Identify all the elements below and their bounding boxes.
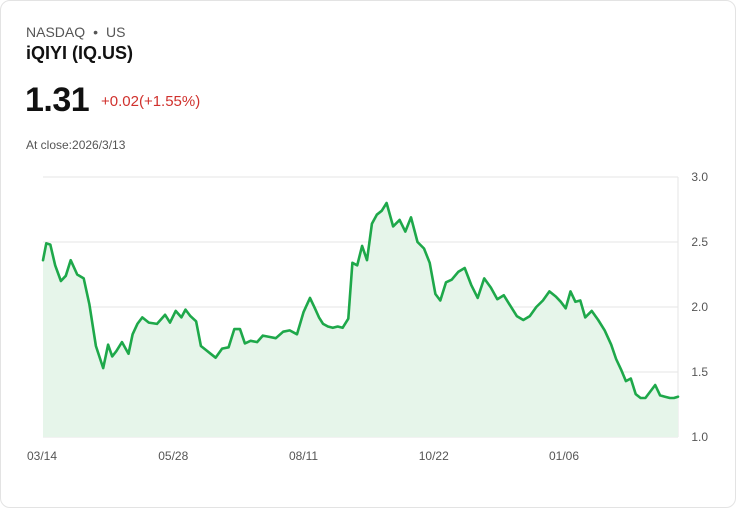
y-tick-label: 2.5 (691, 235, 708, 249)
region-label: US (106, 24, 126, 40)
price-change: +0.02(+1.55%) (101, 93, 201, 110)
price-line-series[interactable] (41, 201, 680, 400)
price-area-fill (43, 203, 678, 437)
y-axis-labels: 3.0 2.5 2.0 1.5 1.0 (691, 170, 708, 444)
x-axis-labels: 03/14 05/28 08/11 10/22 01/06 (27, 449, 579, 463)
exchange-line: NASDAQ • US (26, 24, 125, 40)
y-tick-label: 1.5 (691, 365, 708, 379)
price-line-layer[interactable] (41, 201, 680, 400)
x-tick-label: 08/11 (289, 449, 318, 463)
last-price: 1.31 (25, 81, 90, 119)
separator-dot: • (93, 24, 99, 40)
x-tick-label: 10/22 (419, 449, 449, 463)
x-tick-label: 05/28 (158, 449, 188, 463)
x-tick-label: 01/06 (549, 449, 579, 463)
stock-name: iQIYI (IQ.US) (26, 43, 134, 63)
exchange-name: NASDAQ (26, 24, 86, 40)
x-tick-label: 03/14 (27, 449, 57, 463)
y-tick-label: 3.0 (691, 170, 708, 184)
area-fill-layer (43, 203, 678, 437)
y-tick-label: 1.0 (691, 430, 708, 444)
y-tick-label: 2.0 (691, 300, 708, 314)
close-date: At close:2026/3/13 (26, 138, 126, 152)
